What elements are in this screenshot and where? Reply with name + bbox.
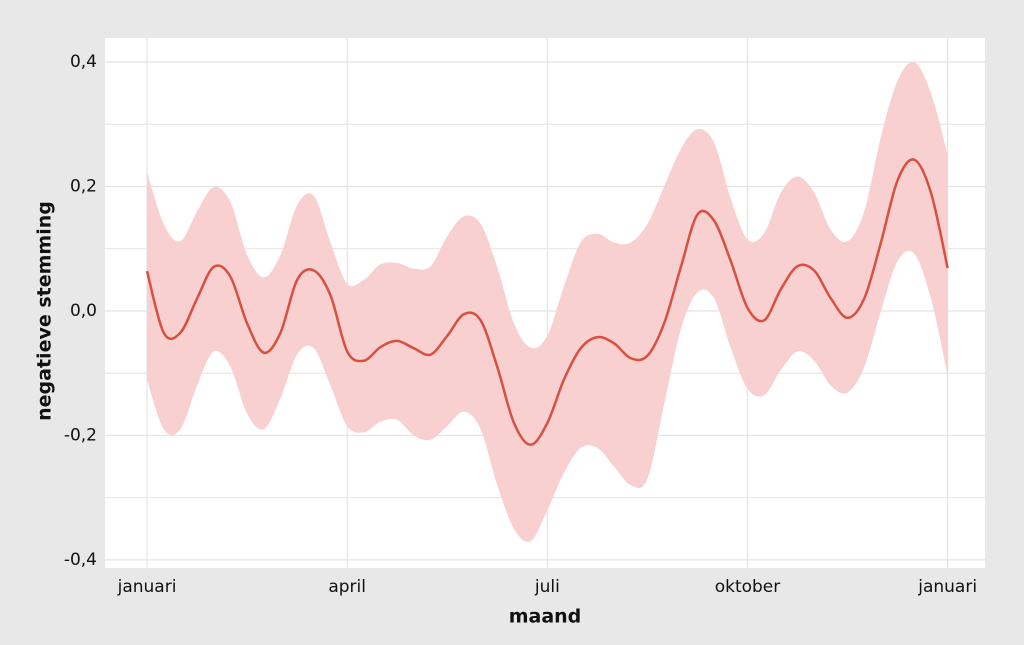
y-tick-label: -0,2 (64, 425, 97, 445)
x-tick-label: juli (534, 577, 560, 597)
x-tick-label: oktober (715, 577, 781, 597)
x-axis-title: maand (509, 606, 582, 628)
y-tick-label: 0,2 (70, 176, 97, 196)
y-tick-label: 0,4 (70, 52, 97, 72)
x-tick-label: januari (917, 577, 977, 597)
y-axis-title: negatieve stemming (34, 201, 56, 421)
line (145, 158, 949, 447)
confidence-band (147, 61, 948, 543)
x-tick-label: april (328, 577, 366, 597)
x-tick-label: januari (117, 577, 177, 597)
y-tick-label: -0,4 (64, 550, 97, 570)
y-tick-label: 0,0 (70, 301, 97, 321)
